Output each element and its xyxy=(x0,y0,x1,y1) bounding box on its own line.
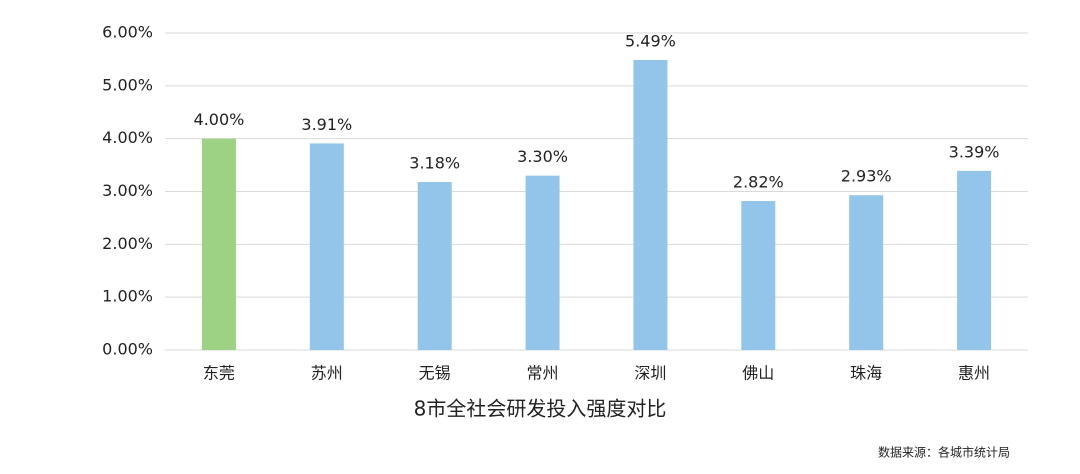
data-label: 3.91% xyxy=(301,115,352,134)
chart-title: 8市全社会研发投入强度对比 xyxy=(414,397,667,421)
data-label: 2.93% xyxy=(841,167,892,186)
x-tick-label: 苏州 xyxy=(311,364,343,383)
y-tick-label: 0.00% xyxy=(102,340,153,359)
x-tick-label: 深圳 xyxy=(634,364,666,383)
x-tick-label: 常州 xyxy=(527,364,559,383)
source-note: 数据来源：各城市统计局 xyxy=(878,445,1010,460)
bar xyxy=(309,143,344,350)
x-tick-label: 佛山 xyxy=(742,364,774,383)
data-label: 5.49% xyxy=(625,31,676,50)
bar xyxy=(201,138,236,350)
data-label: 3.39% xyxy=(949,142,1000,161)
bar xyxy=(957,170,992,350)
y-tick-label: 6.00% xyxy=(102,23,153,42)
y-tick-label: 1.00% xyxy=(102,287,153,306)
y-tick-label: 5.00% xyxy=(102,75,153,94)
x-tick-label: 珠海 xyxy=(850,364,882,383)
y-tick-label: 3.00% xyxy=(102,181,153,200)
data-label: 4.00% xyxy=(194,110,245,129)
data-label: 3.30% xyxy=(517,147,568,166)
bar xyxy=(741,201,776,350)
bar xyxy=(633,59,668,350)
x-tick-label: 惠州 xyxy=(958,364,990,383)
y-tick-label: 2.00% xyxy=(102,234,153,253)
x-tick-label: 无锡 xyxy=(419,364,451,383)
data-label: 3.18% xyxy=(409,153,460,172)
y-tick-label: 4.00% xyxy=(102,128,153,147)
bar xyxy=(525,175,560,350)
bar xyxy=(849,195,884,350)
x-tick-label: 东莞 xyxy=(203,364,235,383)
data-label: 2.82% xyxy=(733,173,784,192)
bar xyxy=(417,181,452,350)
